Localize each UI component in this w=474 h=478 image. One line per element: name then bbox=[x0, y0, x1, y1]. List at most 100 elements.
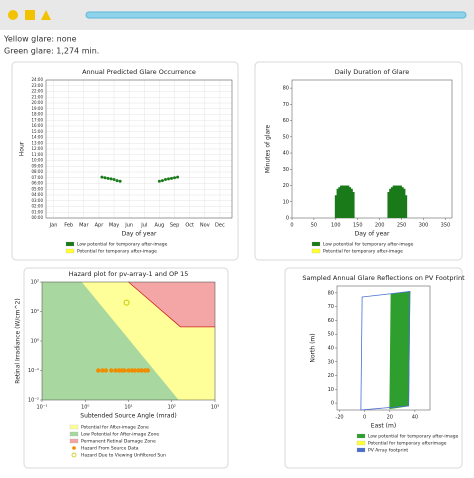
x-tick-label: 40 bbox=[412, 415, 418, 421]
y-tick-label: 20:00 bbox=[31, 100, 43, 105]
x-tick-label: 10⁻¹ bbox=[36, 405, 47, 411]
legend-swatch bbox=[71, 452, 77, 458]
y-tick-label: 10 bbox=[283, 199, 289, 205]
y-tick-label: 0 bbox=[331, 401, 334, 407]
legend-label: Low potential for temporary after-image bbox=[323, 242, 414, 248]
y-tick-label: 30 bbox=[283, 167, 289, 173]
point bbox=[132, 368, 138, 373]
legend-swatch bbox=[311, 241, 321, 247]
y-tick-label: 10¹ bbox=[31, 309, 39, 315]
y-tick-label: 30 bbox=[328, 359, 334, 365]
bar bbox=[347, 185, 350, 218]
y-tick-label: 10 bbox=[328, 387, 334, 393]
legend-label: Permanent Retinal Damage Zone bbox=[81, 439, 156, 445]
y-tick-label: 20 bbox=[283, 183, 289, 189]
plot-frame bbox=[291, 79, 453, 219]
y-axis-label: Minutes of glare bbox=[265, 124, 272, 173]
y-tick-label: 01:00 bbox=[31, 209, 43, 214]
y-tick-label: 21:00 bbox=[31, 94, 43, 99]
y-tick-label: 19:00 bbox=[31, 106, 43, 111]
bar bbox=[338, 187, 341, 218]
point bbox=[115, 179, 119, 183]
x-tick-label: Jul bbox=[140, 223, 147, 229]
y-tick-label: 05:00 bbox=[31, 186, 43, 191]
legend-swatch bbox=[69, 431, 79, 437]
y-tick-label: 06:00 bbox=[31, 181, 43, 186]
panel bbox=[284, 267, 463, 469]
point bbox=[126, 368, 131, 373]
point bbox=[118, 179, 122, 183]
panel bbox=[254, 61, 463, 261]
x-tick-label: 0 bbox=[290, 223, 293, 229]
bar bbox=[387, 192, 390, 218]
bar bbox=[340, 185, 343, 218]
x-tick-label: 100 bbox=[331, 223, 341, 229]
point bbox=[109, 177, 113, 181]
plot-frame bbox=[45, 79, 233, 219]
point bbox=[113, 368, 118, 373]
yellow-glare: Yellow glare: none bbox=[3, 35, 77, 44]
x-tick-label: Mar bbox=[79, 223, 89, 229]
point bbox=[96, 368, 101, 373]
legend-label: Low potential for temporary after-image bbox=[368, 434, 459, 440]
point bbox=[166, 177, 170, 181]
circle-icon[interactable] bbox=[8, 10, 18, 20]
point bbox=[100, 175, 104, 179]
chart-title: Sampled Annual Glare Reflections on PV F… bbox=[302, 274, 465, 282]
y-tick-label: 04:00 bbox=[31, 192, 43, 197]
x-tick-label: 0 bbox=[363, 415, 366, 421]
x-tick-label: 10⁰ bbox=[81, 405, 89, 411]
bar bbox=[348, 187, 352, 218]
x-tick-label: May bbox=[109, 223, 119, 229]
point bbox=[176, 175, 180, 179]
x-tick-label: Sep bbox=[170, 223, 179, 229]
bar bbox=[390, 187, 394, 218]
bar bbox=[345, 185, 348, 218]
bar bbox=[394, 185, 397, 218]
y-tick-label: 70 bbox=[283, 102, 289, 108]
legend-swatch bbox=[72, 446, 76, 450]
legend-label: Hazard Due to Viewing Unfiltered Sun bbox=[81, 453, 166, 459]
triangle-icon[interactable] bbox=[41, 10, 51, 20]
bar bbox=[352, 192, 355, 218]
x-tick-label: 200 bbox=[375, 223, 385, 229]
point bbox=[112, 177, 116, 181]
glare-area bbox=[389, 291, 411, 410]
y-tick-label: 00:00 bbox=[31, 215, 43, 220]
y-tick-label: 07:00 bbox=[31, 175, 43, 180]
y-tick-label: 22:00 bbox=[31, 89, 43, 94]
y-tick-label: 60 bbox=[283, 118, 289, 124]
y-tick-label: 14:00 bbox=[31, 135, 43, 140]
x-axis-label: Day of year bbox=[355, 231, 390, 238]
point bbox=[122, 368, 127, 373]
bar bbox=[392, 185, 395, 218]
zone-boundary bbox=[128, 281, 215, 328]
point bbox=[109, 368, 114, 373]
chart-title: Daily Duration of Glare bbox=[335, 68, 410, 76]
y-tick-label: 80 bbox=[328, 290, 334, 296]
y-tick-label: 16:00 bbox=[31, 123, 43, 128]
y-tick-label: 11:00 bbox=[31, 152, 43, 157]
x-tick-label: Oct bbox=[185, 223, 194, 229]
y-tick-label: 18:00 bbox=[31, 112, 43, 117]
x-tick-label: 350 bbox=[441, 223, 451, 229]
point bbox=[173, 176, 177, 180]
point bbox=[136, 368, 141, 373]
x-tick-label: Nov bbox=[200, 223, 210, 229]
legend-swatch bbox=[69, 424, 79, 430]
x-tick-label: Jun bbox=[124, 223, 133, 229]
y-tick-label: 40 bbox=[328, 346, 334, 352]
y-tick-label: 80 bbox=[283, 86, 289, 92]
x-tick-label: Apr bbox=[95, 223, 105, 229]
bar bbox=[404, 195, 408, 218]
x-tick-label: 300 bbox=[419, 223, 429, 229]
x-tick-label: 150 bbox=[353, 223, 363, 229]
plot-frame bbox=[41, 281, 216, 401]
address-bar[interactable] bbox=[85, 11, 467, 19]
legend-swatch bbox=[356, 447, 366, 453]
bar bbox=[343, 185, 346, 218]
x-tick-label: 10¹ bbox=[124, 405, 132, 411]
bar bbox=[389, 188, 392, 218]
point bbox=[103, 368, 109, 373]
square-icon[interactable] bbox=[25, 10, 35, 20]
